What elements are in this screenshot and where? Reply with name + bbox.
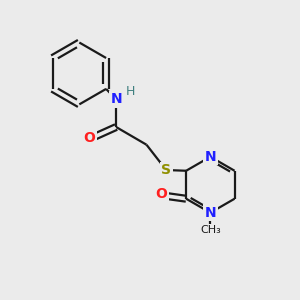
Text: CH₃: CH₃ <box>200 225 221 236</box>
Text: N: N <box>205 150 216 164</box>
Text: N: N <box>110 92 122 106</box>
Text: H: H <box>126 85 136 98</box>
Text: O: O <box>155 187 167 201</box>
Text: N: N <box>205 206 216 220</box>
Text: O: O <box>84 130 96 145</box>
Text: S: S <box>161 163 171 177</box>
